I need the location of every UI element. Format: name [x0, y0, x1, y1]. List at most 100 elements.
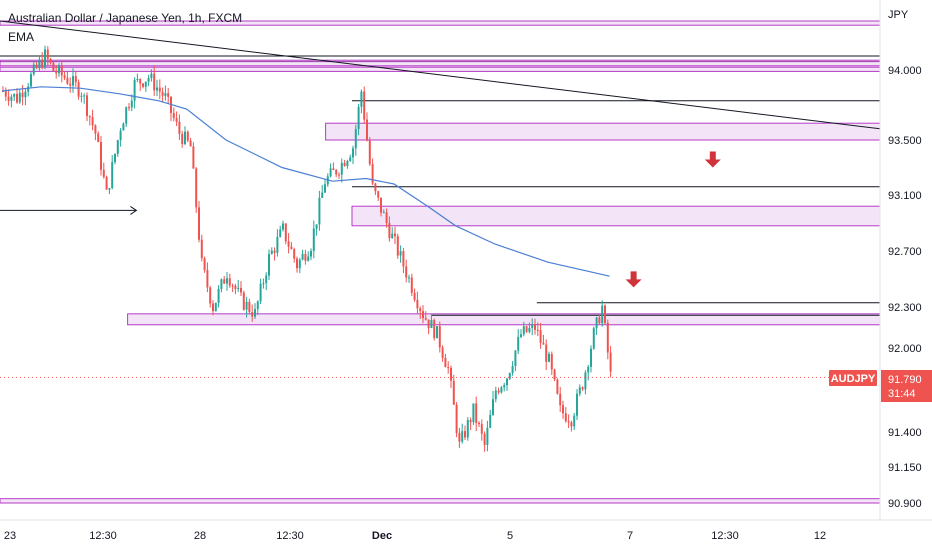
candle — [315, 224, 318, 236]
candle-body — [363, 91, 366, 120]
candle — [69, 77, 72, 93]
candle — [240, 281, 242, 296]
candle-body — [262, 283, 265, 285]
time-tick-label: 12:30 — [89, 530, 117, 542]
candle — [102, 162, 105, 179]
candle-body — [142, 83, 144, 87]
candle-body — [606, 322, 609, 353]
candle-body — [556, 379, 559, 394]
candle — [167, 87, 170, 104]
candle — [307, 251, 310, 262]
candle — [276, 229, 279, 257]
candle-body — [13, 93, 16, 97]
candle — [268, 249, 270, 280]
candle — [108, 187, 111, 194]
candle — [251, 304, 254, 322]
candle-body — [284, 223, 287, 242]
candle — [77, 79, 80, 100]
candle — [142, 82, 144, 89]
candle — [576, 389, 578, 420]
candle — [21, 84, 24, 106]
candle — [438, 321, 441, 353]
candle-body — [338, 174, 340, 176]
candle — [466, 417, 469, 441]
candle — [147, 74, 150, 87]
candle — [119, 128, 122, 147]
candle — [436, 326, 438, 339]
candle — [7, 89, 10, 106]
candle-body — [10, 96, 13, 101]
candle-body — [242, 292, 245, 310]
candle-body — [455, 404, 458, 433]
candle — [545, 339, 548, 370]
candle-body — [492, 399, 494, 415]
candle — [332, 162, 335, 171]
countdown-label: 31:44 — [888, 388, 916, 400]
candle-body — [587, 366, 590, 373]
zone-3 — [325, 122, 881, 141]
candle — [100, 136, 102, 176]
candle — [402, 247, 405, 274]
candle — [242, 290, 245, 311]
candle — [203, 256, 206, 273]
candle — [450, 365, 452, 389]
candle — [279, 225, 282, 238]
time-tick-label: 23 — [4, 530, 16, 542]
candle — [559, 386, 562, 412]
candle — [564, 407, 567, 423]
candle-body — [570, 422, 573, 427]
candle — [245, 296, 248, 318]
candle-body — [74, 76, 77, 83]
horizontal-levels — [0, 55, 880, 316]
candle-body — [371, 164, 374, 184]
candle-body — [450, 367, 452, 381]
candle — [609, 345, 612, 378]
candle — [116, 139, 119, 157]
symbol-tag-bg — [829, 370, 877, 386]
candle-body — [559, 393, 562, 406]
candle-body — [38, 59, 41, 68]
down-arrow-icon — [704, 151, 721, 168]
candle-body — [573, 415, 576, 427]
candle-body — [240, 287, 242, 293]
candle-body — [119, 130, 122, 141]
candle — [601, 300, 604, 327]
candle — [144, 81, 147, 92]
candle-body — [184, 131, 186, 144]
candle — [16, 88, 18, 104]
candle-body — [44, 49, 46, 68]
candle-body — [189, 140, 192, 147]
candle-body — [49, 58, 52, 63]
candle-body — [192, 146, 195, 169]
zone-6 — [0, 498, 881, 504]
candle — [396, 233, 399, 259]
candle-body — [276, 236, 279, 253]
candle-body — [340, 162, 343, 175]
candle-body — [259, 283, 262, 302]
symbol-label: AUDJPY — [831, 373, 876, 385]
candle — [4, 87, 7, 101]
candle-body — [24, 91, 27, 98]
candle-body — [178, 121, 181, 134]
candle — [83, 93, 86, 104]
candle-body — [279, 229, 282, 237]
candle-body — [256, 301, 259, 310]
candle-body — [385, 212, 388, 224]
candle-body — [525, 326, 528, 332]
candle — [133, 77, 136, 109]
candle-body — [27, 86, 30, 92]
candle — [427, 319, 430, 335]
candle — [500, 385, 503, 394]
candle — [226, 272, 228, 291]
candle — [458, 428, 461, 449]
candle — [556, 378, 559, 395]
candle — [570, 420, 573, 432]
candle-body — [231, 285, 234, 287]
candle-body — [72, 76, 74, 86]
candle — [270, 247, 273, 255]
time-tick-label: 12 — [814, 530, 826, 542]
candle — [578, 384, 581, 397]
candle — [195, 166, 198, 213]
